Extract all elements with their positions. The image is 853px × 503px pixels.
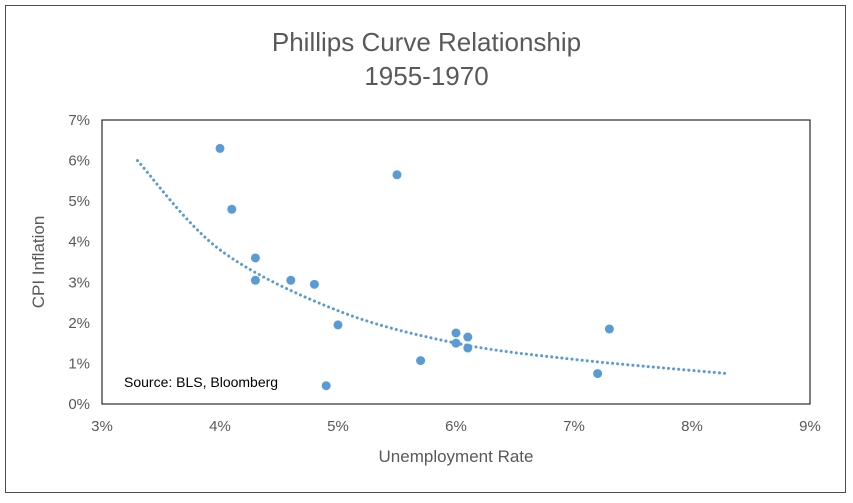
scatter-point	[286, 275, 296, 285]
x-tick-label: 7%	[563, 418, 585, 435]
scatter-point	[250, 275, 260, 285]
x-axis-title: Unemployment Rate	[379, 447, 534, 466]
y-tick-label: 0%	[68, 396, 90, 413]
plot-area-border	[101, 119, 811, 405]
trendline	[135, 159, 729, 376]
scatter-point	[321, 381, 331, 391]
scatter-point	[593, 369, 603, 379]
scatter-point	[309, 279, 319, 289]
x-tick-label: 5%	[327, 418, 349, 435]
y-tick-label: 3%	[68, 274, 90, 291]
y-tick-label: 5%	[68, 193, 90, 210]
x-tick-label: 4%	[209, 418, 231, 435]
chart-subtitle: 1955-1970	[364, 61, 489, 91]
y-tick-label: 4%	[68, 234, 90, 251]
x-tick-label: 8%	[681, 418, 703, 435]
y-tick-label: 6%	[68, 153, 90, 170]
scatter-point	[392, 170, 402, 180]
y-tick-label: 1%	[68, 355, 90, 372]
x-tick-label: 6%	[445, 418, 467, 435]
scatter-point	[333, 320, 343, 330]
scatter-point	[451, 328, 461, 338]
y-tick-label: 2%	[68, 315, 90, 332]
scatter-point	[416, 356, 426, 366]
y-axis-tick-labels: 0% 1% 2% 3% 4% 5% 6% 7%	[68, 112, 90, 413]
scatter-points	[215, 143, 614, 391]
trendline-curve	[135, 159, 729, 376]
chart-frame	[5, 5, 846, 493]
scatter-point	[463, 343, 473, 353]
source-annotation: Source: BLS, Bloomberg	[124, 374, 278, 390]
chart-title: Phillips Curve Relationship	[271, 27, 582, 57]
scatter-point	[463, 332, 473, 342]
scatter-point	[451, 338, 461, 348]
x-tick-label: 3%	[91, 418, 113, 435]
scatter-point	[227, 204, 237, 214]
y-tick-label: 7%	[68, 112, 90, 129]
scatter-point	[604, 324, 614, 334]
x-axis-tick-labels: 3% 4% 5% 6% 7% 8% 9%	[91, 418, 821, 435]
scatter-point	[250, 253, 260, 263]
y-axis-title: CPI Inflation	[29, 216, 48, 309]
x-tick-label: 9%	[799, 418, 821, 435]
scatter-point	[215, 143, 225, 153]
